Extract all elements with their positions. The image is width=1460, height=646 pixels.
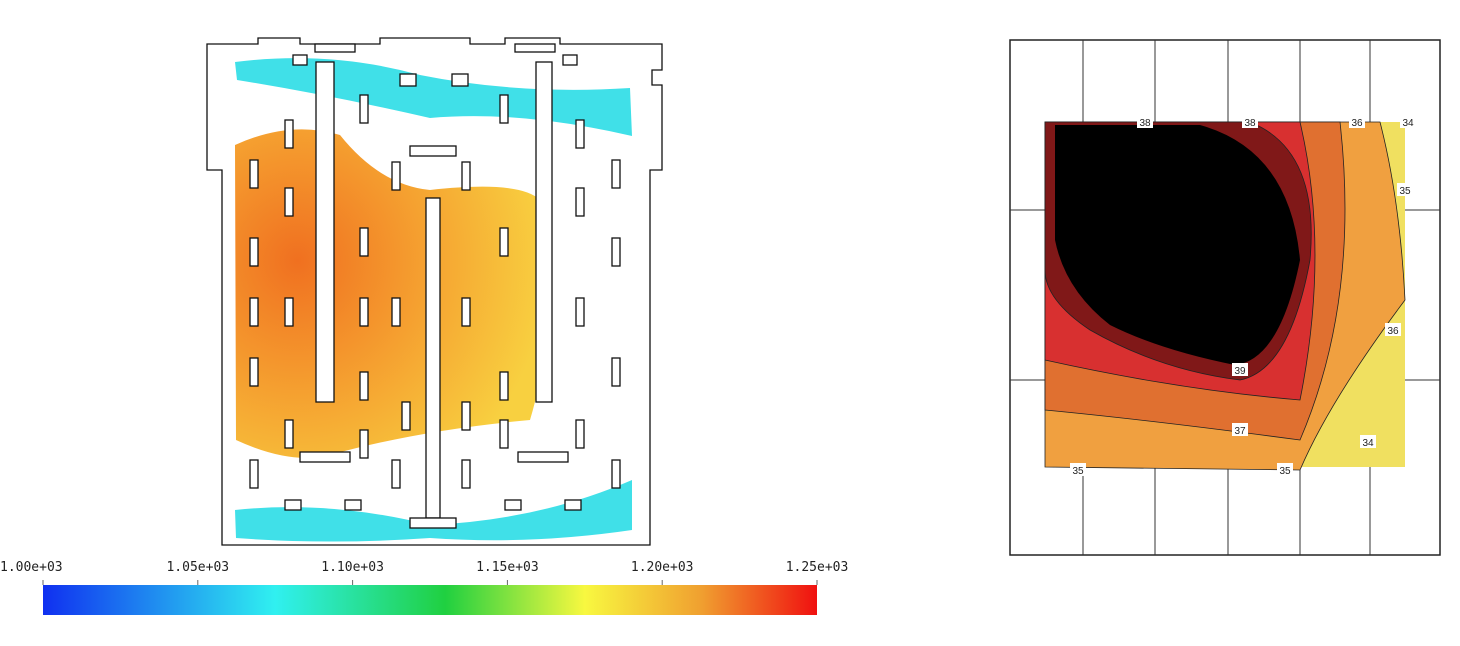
contour-label-bg: [1360, 435, 1376, 448]
contour-label-bg: [1070, 463, 1086, 476]
contour-label: 35: [1279, 466, 1291, 477]
internals: [249, 43, 621, 529]
contour-label-bg: [1232, 363, 1248, 376]
left-plot: [43, 37, 817, 615]
contour-label-bg: [1397, 183, 1413, 196]
contour-label: 36: [1351, 118, 1363, 129]
contour-label: 35: [1072, 466, 1084, 477]
contour-label-bg: [1242, 115, 1258, 128]
contour-label: 37: [1234, 426, 1246, 437]
colorbar-tick-label: 1.20e+03: [631, 560, 694, 575]
colorbar-tick-label: 1.00e+03: [0, 560, 63, 575]
contour-label-bg: [1400, 115, 1416, 128]
colorbar: [43, 585, 817, 615]
contour-label-bg: [1232, 423, 1248, 436]
colorbar-tick-label: 1.05e+03: [166, 560, 229, 575]
cool-band: [235, 480, 632, 542]
contour-label: 34: [1362, 438, 1374, 449]
contour-label: 38: [1244, 118, 1256, 129]
contour-label-bg: [1349, 115, 1365, 128]
contour-label: 34: [1402, 118, 1414, 129]
outline: [206, 37, 663, 546]
hot-region: [235, 129, 548, 458]
colorbar-tick-label: 1.10e+03: [321, 560, 384, 575]
contour-label: 38: [1139, 118, 1151, 129]
contour-label-bg: [1137, 115, 1153, 128]
contour-label-bg: [1277, 463, 1293, 476]
right-plot: [1009, 39, 1441, 556]
colorbar-tick-label: 1.25e+03: [786, 560, 849, 575]
contour-label: 35: [1399, 186, 1411, 197]
contour-label: 39: [1234, 366, 1246, 377]
contour-label-bg: [1385, 323, 1401, 336]
colorbar-tick-label: 1.15e+03: [476, 560, 539, 575]
contour-label: 36: [1387, 326, 1399, 337]
cool-band: [235, 58, 632, 136]
